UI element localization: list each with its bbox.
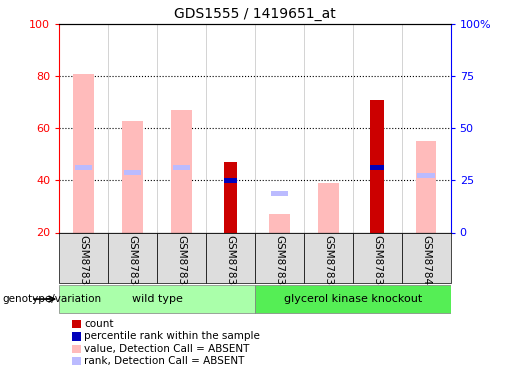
Text: GSM87840: GSM87840 bbox=[421, 235, 431, 292]
Bar bbox=[74, 74, 94, 232]
Bar bbox=[370, 165, 384, 170]
Bar bbox=[171, 110, 192, 232]
Bar bbox=[418, 172, 435, 178]
Bar bbox=[224, 162, 237, 232]
Bar bbox=[416, 141, 436, 232]
Text: wild type: wild type bbox=[132, 294, 182, 304]
Text: percentile rank within the sample: percentile rank within the sample bbox=[84, 332, 261, 341]
Text: genotype/variation: genotype/variation bbox=[3, 294, 101, 304]
Bar bbox=[353, 232, 402, 283]
Bar bbox=[255, 285, 451, 314]
Bar bbox=[59, 232, 108, 283]
Bar bbox=[206, 232, 255, 283]
Bar bbox=[402, 232, 451, 283]
Title: GDS1555 / 1419651_at: GDS1555 / 1419651_at bbox=[174, 7, 336, 21]
Text: GSM87836: GSM87836 bbox=[226, 235, 235, 292]
Text: GSM87835: GSM87835 bbox=[177, 235, 186, 292]
Bar bbox=[224, 178, 237, 183]
Text: GSM87839: GSM87839 bbox=[372, 235, 382, 292]
Bar bbox=[255, 232, 304, 283]
Text: glycerol kinase knockout: glycerol kinase knockout bbox=[284, 294, 422, 304]
Text: GSM87837: GSM87837 bbox=[274, 235, 284, 292]
Text: GSM87833: GSM87833 bbox=[79, 235, 89, 292]
Bar bbox=[304, 232, 353, 283]
Text: value, Detection Call = ABSENT: value, Detection Call = ABSENT bbox=[84, 344, 250, 354]
Bar bbox=[108, 232, 157, 283]
Text: count: count bbox=[84, 319, 114, 329]
Bar bbox=[318, 183, 338, 232]
Text: GSM87834: GSM87834 bbox=[128, 235, 138, 292]
Bar bbox=[157, 232, 206, 283]
Bar bbox=[75, 165, 92, 170]
Bar bbox=[173, 165, 190, 170]
Bar bbox=[123, 121, 143, 232]
Text: GSM87838: GSM87838 bbox=[323, 235, 333, 292]
Text: rank, Detection Call = ABSENT: rank, Detection Call = ABSENT bbox=[84, 356, 245, 366]
Bar bbox=[269, 214, 289, 232]
Bar bbox=[124, 170, 141, 175]
Bar bbox=[59, 285, 255, 314]
Bar bbox=[370, 100, 384, 232]
Bar bbox=[271, 191, 288, 196]
